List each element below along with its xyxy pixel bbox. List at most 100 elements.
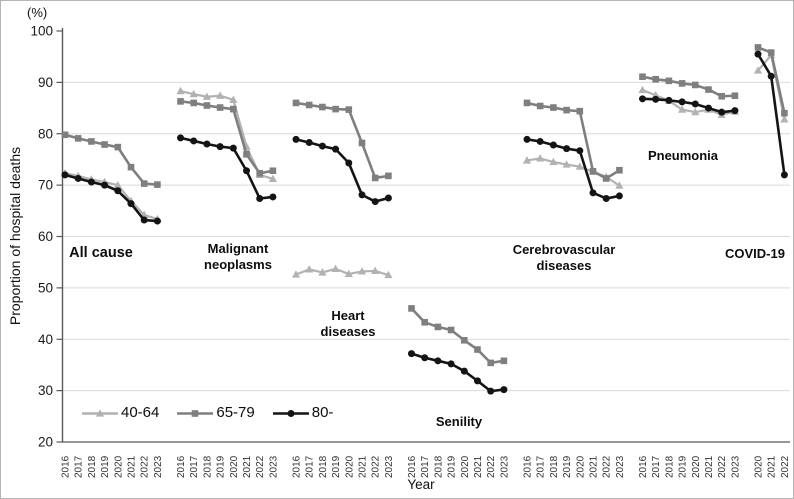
x-year-label: 2023	[384, 455, 395, 478]
marker-square	[536, 102, 544, 110]
marker-square	[474, 346, 481, 353]
x-year-label: 2018	[664, 455, 675, 478]
x-year-label: 2019	[678, 455, 689, 478]
group-label-malignant-neoplasms: Malignant neoplasms	[204, 241, 272, 273]
x-year-label: 2016	[407, 455, 418, 478]
series-80-	[754, 50, 788, 179]
marker-triangle	[357, 267, 367, 275]
marker-square	[114, 143, 122, 151]
legend-label: 40-64	[121, 404, 160, 421]
group-label-heart-diseases: Heart diseases	[320, 308, 376, 340]
x-year-label: 2020	[113, 455, 124, 478]
x-year-label: 2022	[486, 455, 497, 478]
legend-swatch-square	[177, 409, 214, 417]
series-line	[526, 138, 620, 200]
marker-circle	[602, 194, 610, 202]
marker-circle	[243, 167, 250, 175]
marker-square	[652, 75, 659, 83]
series-65-79	[523, 99, 623, 182]
x-year-label: 2017	[305, 455, 316, 478]
y-tick-label: 30	[38, 383, 53, 398]
marker-circle	[718, 108, 726, 116]
x-year-label: 2021	[473, 455, 484, 478]
marker-square	[781, 109, 788, 117]
marker-square	[447, 326, 455, 334]
y-tick-label: 20	[38, 435, 53, 450]
marker-circle	[408, 350, 415, 358]
marker-circle	[421, 354, 429, 362]
marker-circle	[269, 193, 277, 201]
marker-circle	[305, 138, 313, 146]
marker-triangle	[344, 269, 353, 278]
x-year-label: 2023	[153, 455, 164, 478]
marker-square	[767, 49, 775, 56]
x-year-label: 2018	[433, 455, 444, 478]
marker-circle	[61, 171, 69, 179]
series-line	[295, 138, 389, 203]
marker-square	[216, 104, 224, 111]
marker-square	[203, 102, 211, 109]
marker-square	[602, 175, 610, 182]
marker-square	[589, 167, 597, 175]
x-year-label: 2021	[589, 455, 600, 478]
marker-triangle	[549, 157, 558, 166]
x-year-label: 2021	[767, 455, 778, 478]
x-year-label: 2021	[358, 455, 369, 478]
marker-triangle	[615, 181, 624, 189]
series-80-	[177, 134, 277, 202]
series-65-79	[408, 305, 508, 367]
marker-square	[678, 80, 686, 87]
marker-square	[345, 106, 353, 113]
marker-circle	[229, 144, 237, 152]
marker-circle	[384, 194, 392, 202]
series-line	[756, 53, 786, 176]
legend-item-65-79: 65-79	[176, 404, 255, 421]
series-65-79	[61, 131, 161, 188]
x-year-label: 2016	[292, 455, 303, 478]
marker-circle	[345, 159, 353, 167]
marker-circle	[474, 377, 481, 385]
marker-triangle	[189, 89, 198, 98]
marker-triangle	[575, 162, 584, 170]
y-tick-label: 80	[38, 126, 53, 141]
marker-triangle	[268, 174, 277, 183]
marker-square	[692, 81, 699, 89]
x-year-label: 2018	[318, 455, 329, 478]
marker-circle	[318, 142, 326, 150]
marker-circle	[177, 134, 184, 142]
marker-square	[665, 77, 673, 85]
marker-triangle	[318, 268, 327, 276]
x-year-label: 2023	[615, 455, 626, 478]
legend-item-40-64: 40-64	[81, 404, 159, 421]
series-40-64	[291, 264, 393, 279]
x-year-label: 2022	[371, 455, 382, 478]
marker-circle	[256, 194, 264, 202]
marker-circle	[536, 137, 544, 145]
marker-triangle	[651, 90, 660, 99]
marker-square	[616, 166, 623, 174]
marker-circle	[203, 140, 211, 148]
series-line	[180, 100, 274, 175]
x-year-label: 2017	[651, 455, 662, 478]
marker-triangle	[176, 86, 185, 95]
y-tick-label: 70	[38, 178, 53, 193]
legend-swatch-triangle	[82, 408, 118, 417]
marker-square	[754, 44, 762, 51]
marker-circle	[190, 137, 198, 145]
series-80-	[408, 350, 508, 395]
marker-triangle	[691, 107, 700, 116]
marker-square	[74, 135, 82, 142]
x-year-label: 2020	[691, 455, 702, 478]
marker-circle	[615, 192, 623, 200]
series-line	[757, 54, 786, 120]
marker-circle	[101, 181, 109, 189]
marker-circle	[140, 216, 148, 224]
x-year-label: 2022	[602, 455, 613, 478]
marker-circle	[74, 174, 82, 182]
x-year-label: 2017	[189, 455, 200, 478]
marker-circle	[678, 98, 686, 106]
marker-triangle	[522, 156, 532, 164]
marker-triangle	[216, 91, 225, 99]
